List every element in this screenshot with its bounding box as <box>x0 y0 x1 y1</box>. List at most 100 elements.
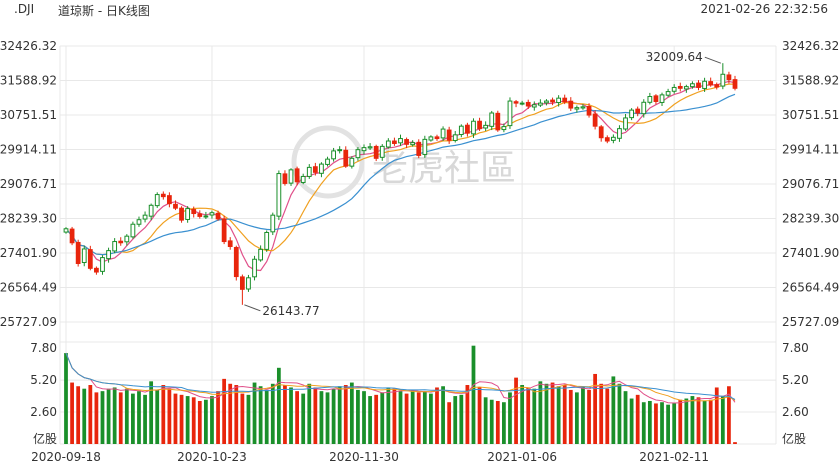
candle-body <box>191 209 197 215</box>
ma20-line <box>65 93 736 256</box>
volume-bar <box>581 387 585 444</box>
volume-bar <box>137 391 141 444</box>
volume-bar <box>514 377 518 444</box>
candle-body <box>519 102 525 105</box>
candle-body <box>696 82 701 88</box>
candle-body <box>337 149 343 152</box>
candle-body <box>471 120 476 135</box>
volume-bar <box>568 389 573 444</box>
date-tick-label: 2021-01-06 <box>487 450 557 464</box>
volume-bar <box>714 387 719 444</box>
candle-body <box>458 125 464 136</box>
candle-body <box>252 258 257 278</box>
volume-bar <box>143 394 147 444</box>
candle-body <box>489 112 495 127</box>
candle-body <box>580 106 586 109</box>
volume-bar <box>502 402 506 444</box>
volume-bar <box>459 394 464 444</box>
volume-bar <box>684 398 689 444</box>
volume-bar <box>453 396 458 444</box>
volume-bar <box>465 385 470 444</box>
volume-bar <box>696 397 701 444</box>
candle-body <box>671 86 677 92</box>
candle-body <box>428 136 434 141</box>
candle-body <box>306 166 312 177</box>
volume-bar <box>70 382 74 444</box>
volume-bar <box>264 389 269 444</box>
volume-bar <box>64 353 68 444</box>
volume-bar <box>720 396 725 444</box>
candle-body <box>483 124 489 129</box>
volume-bar <box>319 391 324 444</box>
volume-bar <box>112 387 117 444</box>
candle-body <box>392 140 397 144</box>
volume-bar <box>94 392 99 444</box>
candle-body <box>647 96 653 103</box>
candle-body <box>677 85 683 89</box>
candlesticks <box>63 63 738 305</box>
candle-body <box>124 235 130 243</box>
candle-body <box>586 105 592 116</box>
volume-bar <box>629 398 634 444</box>
volume-bar <box>447 402 452 444</box>
price-tick-label: 30751.51 <box>782 108 839 122</box>
volume-tick-label: 2.60 <box>30 405 57 419</box>
date-tick-label: 2020-09-18 <box>31 450 101 464</box>
volume-bar <box>228 383 233 444</box>
volume-bar <box>276 367 281 444</box>
volume-bar <box>203 399 208 444</box>
volume-bar <box>599 383 604 444</box>
volume-bar <box>623 391 628 444</box>
volume-bar <box>283 385 287 444</box>
volume-bar <box>252 382 257 444</box>
volume-bar <box>337 386 342 444</box>
annotations: 32009.64 26143.77 <box>244 50 722 318</box>
price-axis-right: 32426.32 31588.92 30751.51 29914.11 29076.71… <box>782 39 839 329</box>
watermark-text: 老虎社區 <box>372 148 516 189</box>
volume-bar <box>471 345 476 444</box>
volume-bar <box>191 397 196 444</box>
datetime-label: 2021-02-26 22:32:56 <box>700 2 828 16</box>
candle-body <box>63 228 69 233</box>
price-tick-label: 26564.49 <box>782 281 839 295</box>
price-tick-label: 30751.51 <box>0 108 57 122</box>
volume-bar <box>647 400 652 444</box>
volume-tick-label: 5.20 <box>30 373 57 387</box>
candle-body <box>544 100 549 104</box>
volume-bar <box>331 388 336 444</box>
volume-bar <box>179 394 184 444</box>
candle-body <box>246 277 251 290</box>
volume-bar <box>727 386 731 444</box>
volume-bar <box>672 403 677 444</box>
volume-bar <box>422 391 427 444</box>
candle-body <box>130 223 136 238</box>
candle-body <box>665 91 671 96</box>
volume-bar <box>362 391 366 444</box>
volume-bar <box>100 391 105 444</box>
candle-body <box>94 267 99 273</box>
candle-body <box>106 250 111 260</box>
candle-body <box>276 173 282 217</box>
volume-bar <box>544 383 549 444</box>
chart-title: 道琼斯 - 日K线图 <box>58 4 150 18</box>
volume-bar <box>155 389 160 444</box>
candle-body <box>142 214 148 220</box>
volume-bar <box>124 388 129 444</box>
volume-tick-label: 7.80 <box>782 341 809 355</box>
annotation-leader <box>244 304 261 312</box>
candle-body <box>233 246 239 278</box>
volume-bar <box>611 376 616 444</box>
candle-body <box>513 101 519 104</box>
volume-bar <box>532 388 537 444</box>
volume-bar <box>489 399 494 444</box>
candle-body <box>288 169 294 184</box>
candle-body <box>690 83 695 88</box>
volume-bar <box>556 386 561 444</box>
candle-body <box>100 257 105 272</box>
price-tick-label: 31588.92 <box>0 74 57 88</box>
candle-body <box>373 145 379 159</box>
candle-body <box>185 208 191 220</box>
volume-bar <box>76 386 81 444</box>
volume-bar <box>398 391 403 444</box>
